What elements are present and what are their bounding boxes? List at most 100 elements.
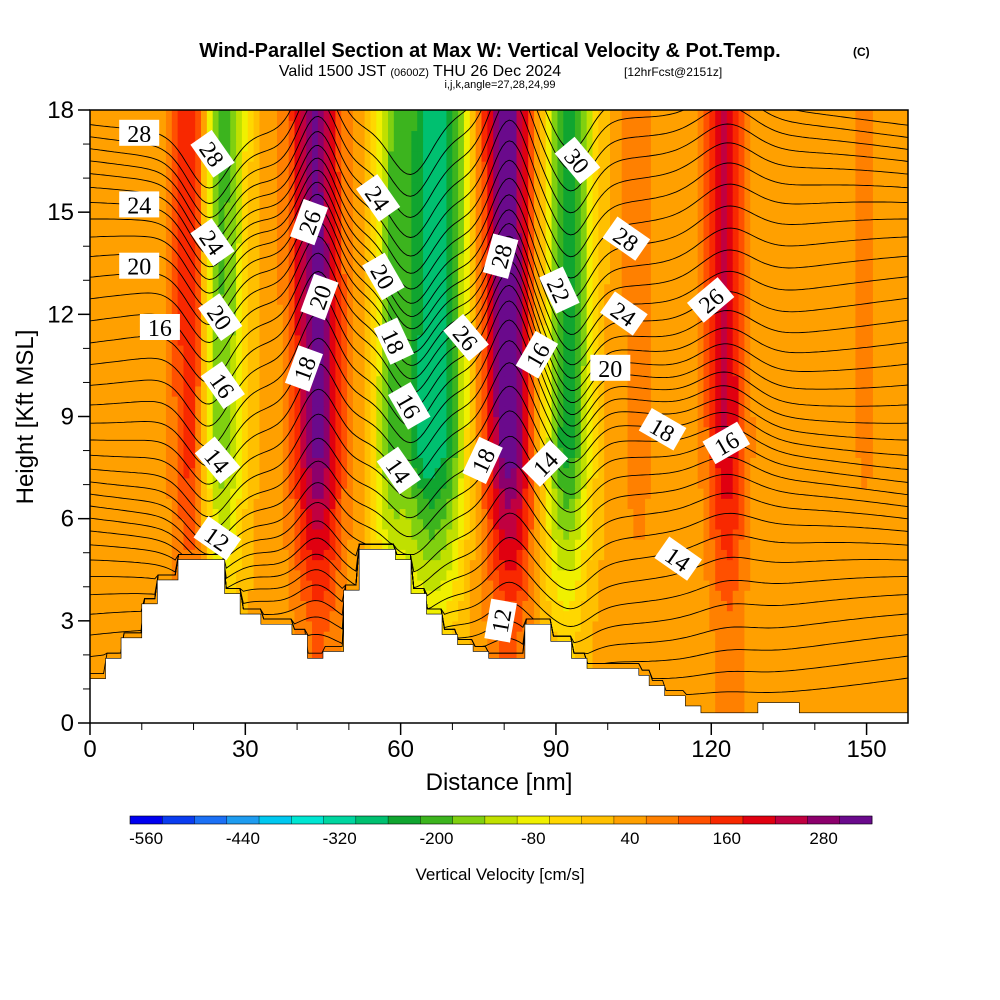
velocity-cell (586, 498, 594, 510)
velocity-cell (253, 579, 261, 591)
velocity-cell (849, 692, 857, 704)
velocity-cell (785, 528, 792, 540)
velocity-cell (154, 508, 161, 520)
velocity-cell (107, 620, 114, 632)
velocity-cell (195, 355, 202, 367)
velocity-cell (627, 396, 634, 407)
velocity-cell (691, 467, 699, 479)
velocity-cell (738, 539, 745, 550)
velocity-cell (744, 477, 751, 489)
velocity-cell (341, 457, 348, 469)
velocity-cell (697, 600, 705, 612)
velocity-cell (236, 477, 243, 489)
velocity-cell (271, 365, 278, 377)
velocity-cell (534, 426, 541, 438)
velocity-cell (604, 559, 611, 571)
velocity-cell (861, 559, 868, 571)
velocity-cell (341, 436, 348, 448)
velocity-cell (732, 518, 740, 530)
velocity-cell (580, 467, 588, 479)
velocity-cell (528, 416, 535, 428)
velocity-cell (569, 436, 576, 448)
velocity-cell (633, 477, 640, 489)
velocity-cell (639, 385, 646, 397)
velocity-cell (510, 436, 518, 448)
velocity-cell (808, 518, 816, 530)
velocity-cell (107, 518, 114, 530)
velocity-cell (130, 539, 138, 550)
velocity-cell (633, 610, 640, 622)
velocity-cell (837, 375, 845, 387)
velocity-cell (709, 682, 716, 693)
velocity-cell (814, 559, 821, 571)
velocity-cell (113, 631, 120, 642)
velocity-cell (528, 385, 535, 397)
velocity-cell (329, 610, 336, 622)
velocity-cell (849, 590, 857, 601)
velocity-cell (902, 641, 908, 653)
velocity-cell (282, 600, 290, 612)
velocity-cell (639, 488, 646, 499)
velocity-cell (458, 467, 465, 479)
velocity-cell (580, 641, 588, 653)
velocity-cell (633, 508, 640, 520)
velocity-cell (721, 600, 728, 612)
velocity-cell (551, 610, 559, 622)
velocity-cell (867, 416, 874, 428)
velocity-cell (592, 590, 599, 601)
velocity-cell (95, 447, 103, 458)
velocity-cell (738, 508, 745, 520)
velocity-cell (721, 385, 728, 397)
velocity-cell (142, 569, 150, 581)
velocity-cell (493, 559, 500, 571)
velocity-cell (493, 426, 500, 438)
velocity-cell (95, 508, 103, 520)
velocity-cell (276, 610, 284, 622)
velocity-cell (434, 426, 442, 438)
velocity-cell (785, 457, 792, 469)
velocity-cell (259, 436, 266, 448)
velocity-cell (849, 671, 857, 683)
velocity-cell (738, 610, 745, 622)
velocity-cell (347, 518, 354, 530)
velocity-cell (516, 375, 523, 387)
velocity-cell (814, 508, 821, 520)
velocity-cell (872, 600, 880, 612)
velocity-cell (791, 682, 798, 693)
velocity-cell (668, 508, 675, 520)
velocity-cell (405, 426, 412, 438)
velocity-cell (721, 651, 728, 663)
velocity-cell (142, 528, 150, 540)
velocity-cell (434, 467, 442, 479)
velocity-cell (890, 365, 897, 377)
velocity-cell (767, 692, 775, 704)
velocity-cell (90, 641, 97, 653)
velocity-cell (458, 559, 465, 571)
velocity-cell (855, 457, 862, 469)
velocity-cell (563, 600, 570, 612)
velocity-cell (101, 508, 109, 520)
velocity-cell (662, 569, 670, 581)
velocity-cell (323, 365, 331, 377)
velocity-cell (802, 631, 810, 642)
velocity-cell (499, 447, 506, 458)
velocity-cell (896, 457, 903, 469)
velocity-cell (773, 477, 781, 489)
velocity-cell (458, 631, 465, 642)
velocity-cell (691, 447, 699, 458)
velocity-cell (808, 406, 816, 418)
velocity-cell (522, 416, 529, 428)
velocity-cell (499, 651, 506, 663)
velocity-cell (744, 457, 751, 469)
velocity-cell (148, 579, 155, 591)
velocity-cell (703, 518, 710, 530)
velocity-cell (721, 416, 728, 428)
velocity-cell (563, 518, 570, 530)
velocity-cell (335, 436, 342, 448)
velocity-cell (475, 610, 483, 622)
velocity-cell (224, 406, 231, 418)
velocity-cell (650, 498, 658, 510)
velocity-cell (569, 579, 576, 591)
velocity-cell (890, 528, 897, 540)
velocity-cell (499, 355, 506, 367)
